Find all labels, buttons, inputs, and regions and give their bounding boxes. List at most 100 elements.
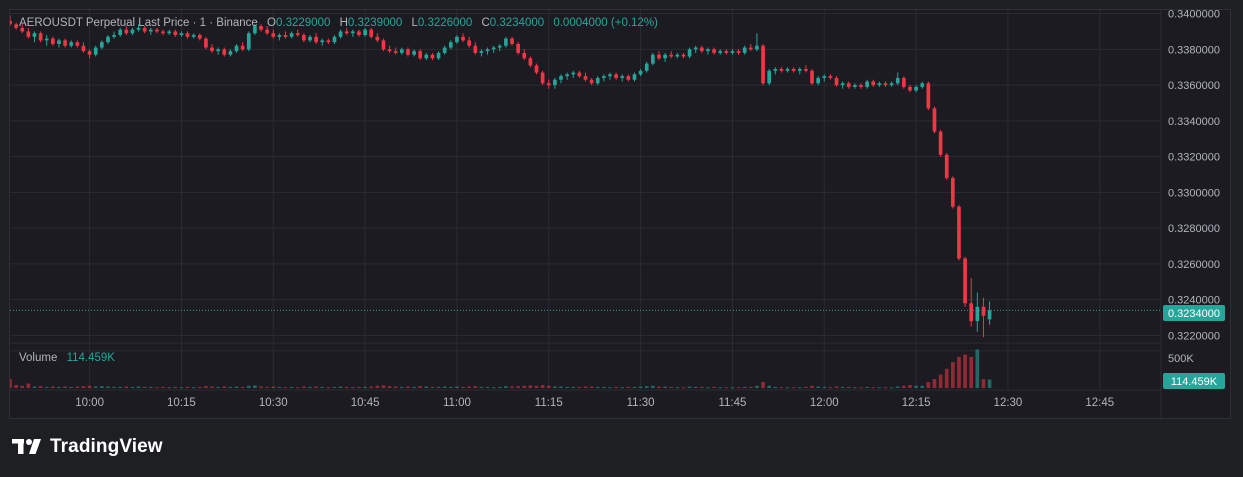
- candle-body: [63, 40, 67, 46]
- volume-bar: [326, 387, 331, 389]
- candle-body: [706, 49, 710, 52]
- candle-body: [785, 69, 790, 71]
- candle-body: [106, 36, 110, 43]
- volume-bar: [424, 386, 429, 388]
- candle: [136, 24, 141, 32]
- close-value: 0.3234000: [490, 17, 544, 29]
- volume-bar: [185, 386, 190, 388]
- candle-body: [742, 47, 747, 53]
- candle-body: [797, 69, 802, 71]
- volume-bar: [375, 385, 380, 388]
- candle-body: [142, 27, 147, 32]
- time-tick-label: 10:45: [351, 397, 380, 409]
- candle: [565, 72, 569, 80]
- candle: [626, 74, 631, 82]
- candle: [253, 24, 257, 36]
- volume-badge: 114.459K: [1163, 373, 1225, 389]
- candle: [418, 49, 423, 61]
- candle-body: [748, 47, 753, 50]
- candle-body: [467, 40, 472, 46]
- candle-body: [363, 29, 367, 36]
- volume-bar: [651, 385, 655, 388]
- candle-body: [308, 36, 312, 41]
- candle-body: [461, 36, 465, 41]
- volume-bar: [112, 386, 116, 388]
- time-tick-label: 10:30: [259, 397, 288, 409]
- volume-bar: [908, 385, 912, 388]
- candle-body: [871, 81, 876, 86]
- candle-body: [969, 303, 974, 322]
- candle: [620, 74, 625, 82]
- svg-text:AEROUSDT Perpetual Last Price: AEROUSDT Perpetual Last Price · 1 · Bina…: [19, 17, 658, 29]
- candle-body: [44, 38, 49, 41]
- candle: [577, 70, 582, 78]
- candle: [399, 47, 404, 55]
- candle-body: [902, 77, 906, 87]
- candle: [712, 47, 716, 55]
- candle: [761, 43, 765, 86]
- volume-bar: [687, 386, 692, 388]
- volume-bar: [461, 386, 465, 388]
- volume-bar: [99, 386, 104, 388]
- time-tick-label: 12:45: [1085, 397, 1114, 409]
- volume-bar: [816, 386, 820, 388]
- high-value: 0.3239000: [348, 17, 402, 29]
- candle-body: [810, 70, 814, 84]
- candle-body: [485, 49, 490, 52]
- volume-bar: [351, 387, 355, 389]
- volume-bar: [69, 386, 74, 388]
- price-chart[interactable]: 0.3400000 0.3380000 0.3360000 0.3340000 0.33…: [8, 9, 1232, 420]
- volume-bar: [889, 387, 894, 389]
- candle-body: [546, 83, 551, 86]
- volume-bar: [412, 386, 416, 388]
- candle: [406, 47, 410, 57]
- volume-bar: [363, 386, 367, 388]
- candle: [816, 76, 820, 86]
- time-tick-label: 10:15: [167, 397, 196, 409]
- candle: [614, 72, 618, 80]
- candle: [228, 49, 233, 57]
- tradingview-branding[interactable]: TradingView: [12, 434, 163, 460]
- volume-bar: [693, 386, 698, 388]
- candle-body: [204, 38, 208, 48]
- candle-body: [216, 49, 220, 52]
- time-tick-label: 10:00: [75, 397, 104, 409]
- candle: [859, 83, 863, 89]
- candle-body: [369, 29, 374, 37]
- candle-body: [822, 76, 827, 78]
- volume-bar: [320, 386, 325, 388]
- candle: [44, 35, 49, 46]
- candle: [461, 33, 465, 43]
- volume-bar: [406, 386, 410, 388]
- candle: [118, 27, 123, 37]
- volume-bar: [736, 387, 741, 389]
- candle-body: [442, 47, 447, 53]
- candle: [504, 36, 508, 48]
- volume-bar: [197, 386, 202, 388]
- candle-body: [155, 29, 159, 32]
- volume-bar: [681, 387, 686, 389]
- open-value: 0.3229000: [276, 17, 330, 29]
- volume-bar: [810, 385, 814, 388]
- candle-body: [228, 51, 233, 55]
- candle: [553, 77, 557, 89]
- candle: [657, 51, 661, 61]
- volume-bar: [504, 386, 508, 388]
- candle-body: [638, 70, 643, 75]
- price-tick-label: 0.3360000: [1168, 80, 1220, 92]
- candle-body: [479, 51, 484, 53]
- candle-body: [283, 35, 288, 37]
- volume-bar: [222, 386, 227, 388]
- candle-body: [253, 26, 257, 34]
- candle: [69, 40, 74, 48]
- candle-body: [406, 49, 410, 55]
- volume-bar: [204, 386, 208, 388]
- volume-bar: [240, 386, 245, 388]
- price-tick-label: 0.3340000: [1168, 116, 1220, 128]
- candle: [797, 67, 802, 75]
- volume-bar: [626, 386, 631, 388]
- candle-body: [491, 47, 496, 50]
- candle: [497, 43, 502, 52]
- price-tick-label: 0.3240000: [1168, 295, 1220, 307]
- candle-body: [644, 63, 649, 71]
